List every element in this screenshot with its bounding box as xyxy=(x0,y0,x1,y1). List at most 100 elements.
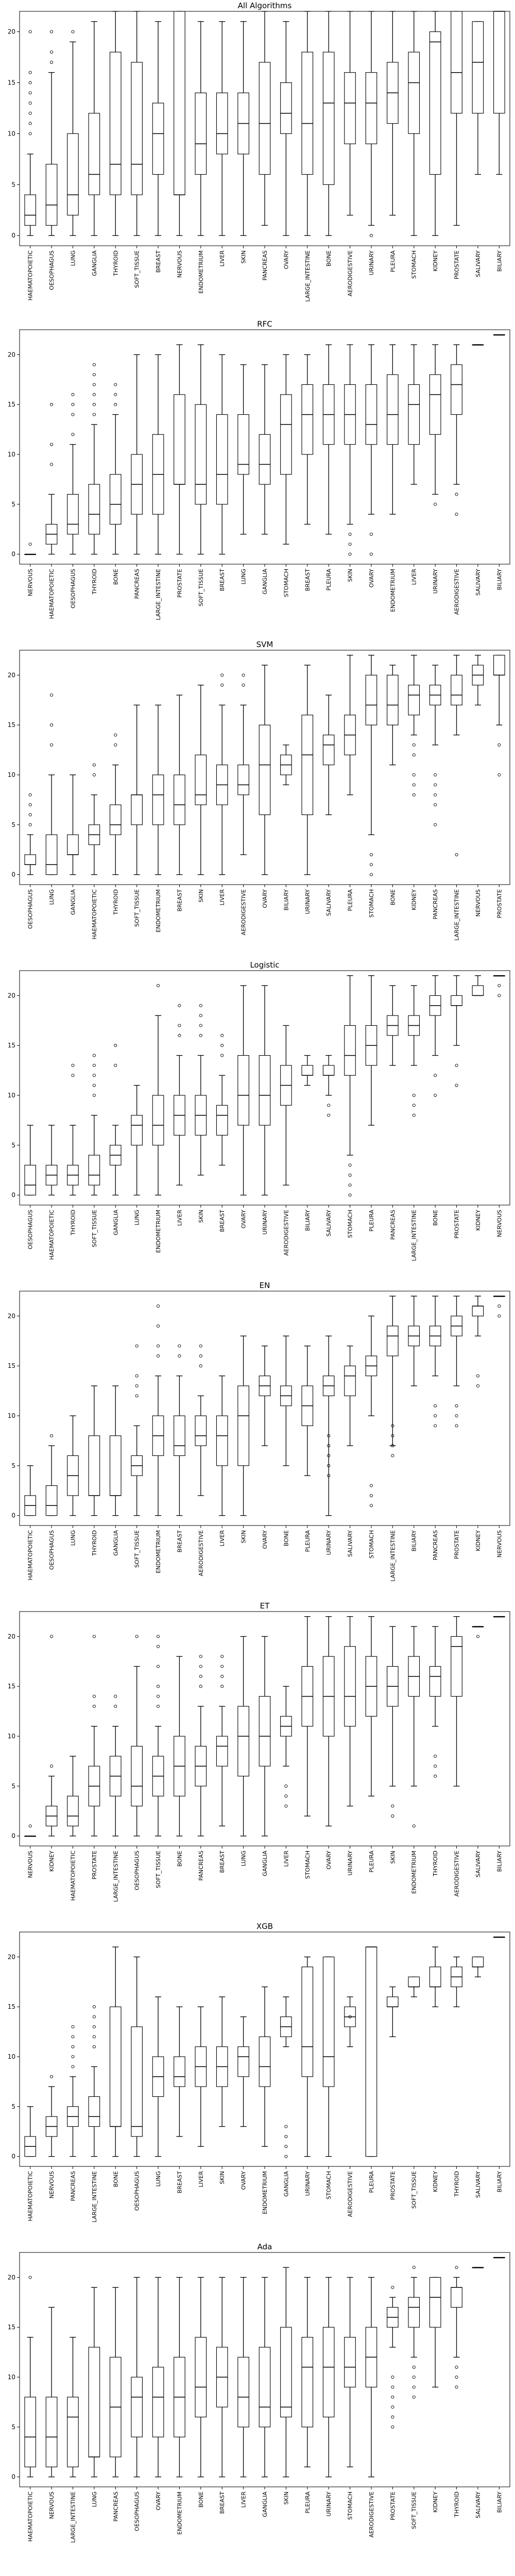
box-iqr xyxy=(131,2026,143,2137)
outlier-point xyxy=(434,502,437,506)
x-tick-label: SOFT_TISSUE xyxy=(91,1210,98,1247)
box-pancreas xyxy=(195,1655,207,1837)
outlier-point xyxy=(92,2015,96,2019)
box-haematopoietic xyxy=(45,1125,58,1196)
box-ganglia xyxy=(280,1996,292,2158)
x-tick-label: LARGE_INTESTINE xyxy=(411,1210,418,1261)
x-tick-label: BREAST xyxy=(219,2492,226,2514)
x-tick-label: BREAST xyxy=(304,569,311,591)
box-kidney xyxy=(429,1946,441,2007)
x-tick-label: OVARY xyxy=(262,889,268,908)
box-oesophagus xyxy=(131,2277,143,2478)
x-tick-label: SOFT_TISSUE xyxy=(134,250,141,288)
x-tick-label: PLEURA xyxy=(368,2171,375,2193)
x-tick-label: PROSTATE xyxy=(454,1210,460,1239)
y-tick-label: 10 xyxy=(8,451,15,458)
outlier-point xyxy=(92,363,96,366)
x-tick-label: PLEURA xyxy=(368,1851,375,1873)
x-tick-label: BONE xyxy=(325,250,332,266)
x-tick-label: BILIARY xyxy=(496,569,503,590)
outlier-point xyxy=(28,30,32,33)
y-tick-label: 15 xyxy=(8,2003,15,2010)
y-tick-label: 15 xyxy=(8,2324,15,2331)
box-aerodigestive xyxy=(280,1025,292,1185)
outlier-point xyxy=(391,1444,394,1448)
x-tick-label: BREAST xyxy=(155,250,162,273)
x-tick-label: PROSTATE xyxy=(389,2171,396,2200)
outlier-point xyxy=(92,413,96,416)
outlier-point xyxy=(391,1804,394,1808)
x-tick-label: SKIN xyxy=(241,250,247,264)
x-tick-label: AERODIGESTIVE xyxy=(241,889,247,935)
box-salivary xyxy=(472,1956,484,1977)
box-iqr xyxy=(451,674,462,706)
x-tick-label: OVARY xyxy=(262,1530,268,1549)
box-prostate xyxy=(387,2285,399,2429)
box-iqr xyxy=(195,754,207,805)
outlier-point xyxy=(455,493,458,496)
x-tick-label: OESOPHAGUS xyxy=(134,2492,141,2531)
outlier-point xyxy=(135,1384,139,1387)
outlier-point xyxy=(369,853,373,856)
outlier-point xyxy=(412,2375,416,2379)
x-tick-label: THYROID xyxy=(70,1210,76,1236)
box-aerodigestive xyxy=(237,673,249,855)
x-tick-label: LIVER xyxy=(241,2492,247,2508)
x-tick-label: KIDNEY xyxy=(48,1851,55,1872)
panel-title: SVM xyxy=(256,640,273,649)
box-pleura xyxy=(365,1616,377,1797)
box-iqr xyxy=(237,414,249,475)
box-iqr xyxy=(45,2397,58,2467)
y-tick-label: 0 xyxy=(11,551,15,558)
box-prostate xyxy=(493,655,505,777)
box-stomach xyxy=(365,655,377,876)
box-iqr xyxy=(472,21,484,114)
outlier-point xyxy=(178,1004,181,1007)
outlier-point xyxy=(369,1494,373,1497)
outlier-point xyxy=(28,793,32,796)
box-iqr xyxy=(280,2327,292,2418)
outlier-point xyxy=(28,122,32,125)
outlier-point xyxy=(199,1665,202,1668)
box-iqr xyxy=(451,2287,462,2308)
x-tick-label: STOMACH xyxy=(347,1210,354,1238)
box-soft_tissue xyxy=(408,2265,420,2399)
box-liver xyxy=(408,344,420,485)
box-thyroid xyxy=(67,1063,79,1196)
x-tick-label: OVARY xyxy=(241,2171,247,2190)
outlier-point xyxy=(114,743,117,747)
panel-et: ET 0 5 10 15 20 NERVOUS KIDNEY HAEMATOPOIETIC PRO… xyxy=(8,1601,510,1902)
x-tick-label: THYROID xyxy=(454,2171,460,2197)
box-iqr xyxy=(322,1956,335,2087)
box-iqr xyxy=(237,2046,249,2077)
panel-title: EN xyxy=(260,1281,270,1290)
x-tick-label: SKIN xyxy=(347,569,354,582)
box-iqr xyxy=(472,1956,484,1968)
outlier-point xyxy=(28,2276,32,2279)
box-iqr xyxy=(365,384,377,445)
x-tick-label: AERODIGESTIVE xyxy=(454,569,460,615)
box-iqr xyxy=(152,103,164,175)
x-tick-label: ENDOMETRIUM xyxy=(176,2492,183,2535)
outlier-point xyxy=(114,1704,117,1708)
box-iqr xyxy=(109,2006,122,2127)
x-tick-label: BONE xyxy=(432,1210,439,1226)
outlier-point xyxy=(199,1354,202,1358)
box-iqr xyxy=(237,765,249,795)
box-pancreas xyxy=(259,11,271,226)
outlier-point xyxy=(412,783,416,787)
x-tick-label: KIDNEY xyxy=(475,1210,482,1231)
outlier-point xyxy=(114,393,117,396)
outlier-point xyxy=(199,1014,202,1018)
outlier-point xyxy=(199,1655,202,1658)
outlier-point xyxy=(50,723,54,727)
box-kidney xyxy=(408,655,420,796)
outlier-point xyxy=(455,2385,458,2389)
x-tick-label: BREAST xyxy=(176,1530,183,1553)
x-tick-label: SOFT_TISSUE xyxy=(155,1851,162,1888)
outlier-point xyxy=(92,2005,96,2009)
box-haematopoietic xyxy=(24,2106,37,2157)
outlier-point xyxy=(71,2025,75,2028)
box-iqr xyxy=(365,1946,377,2157)
outlier-point xyxy=(156,1685,160,1688)
